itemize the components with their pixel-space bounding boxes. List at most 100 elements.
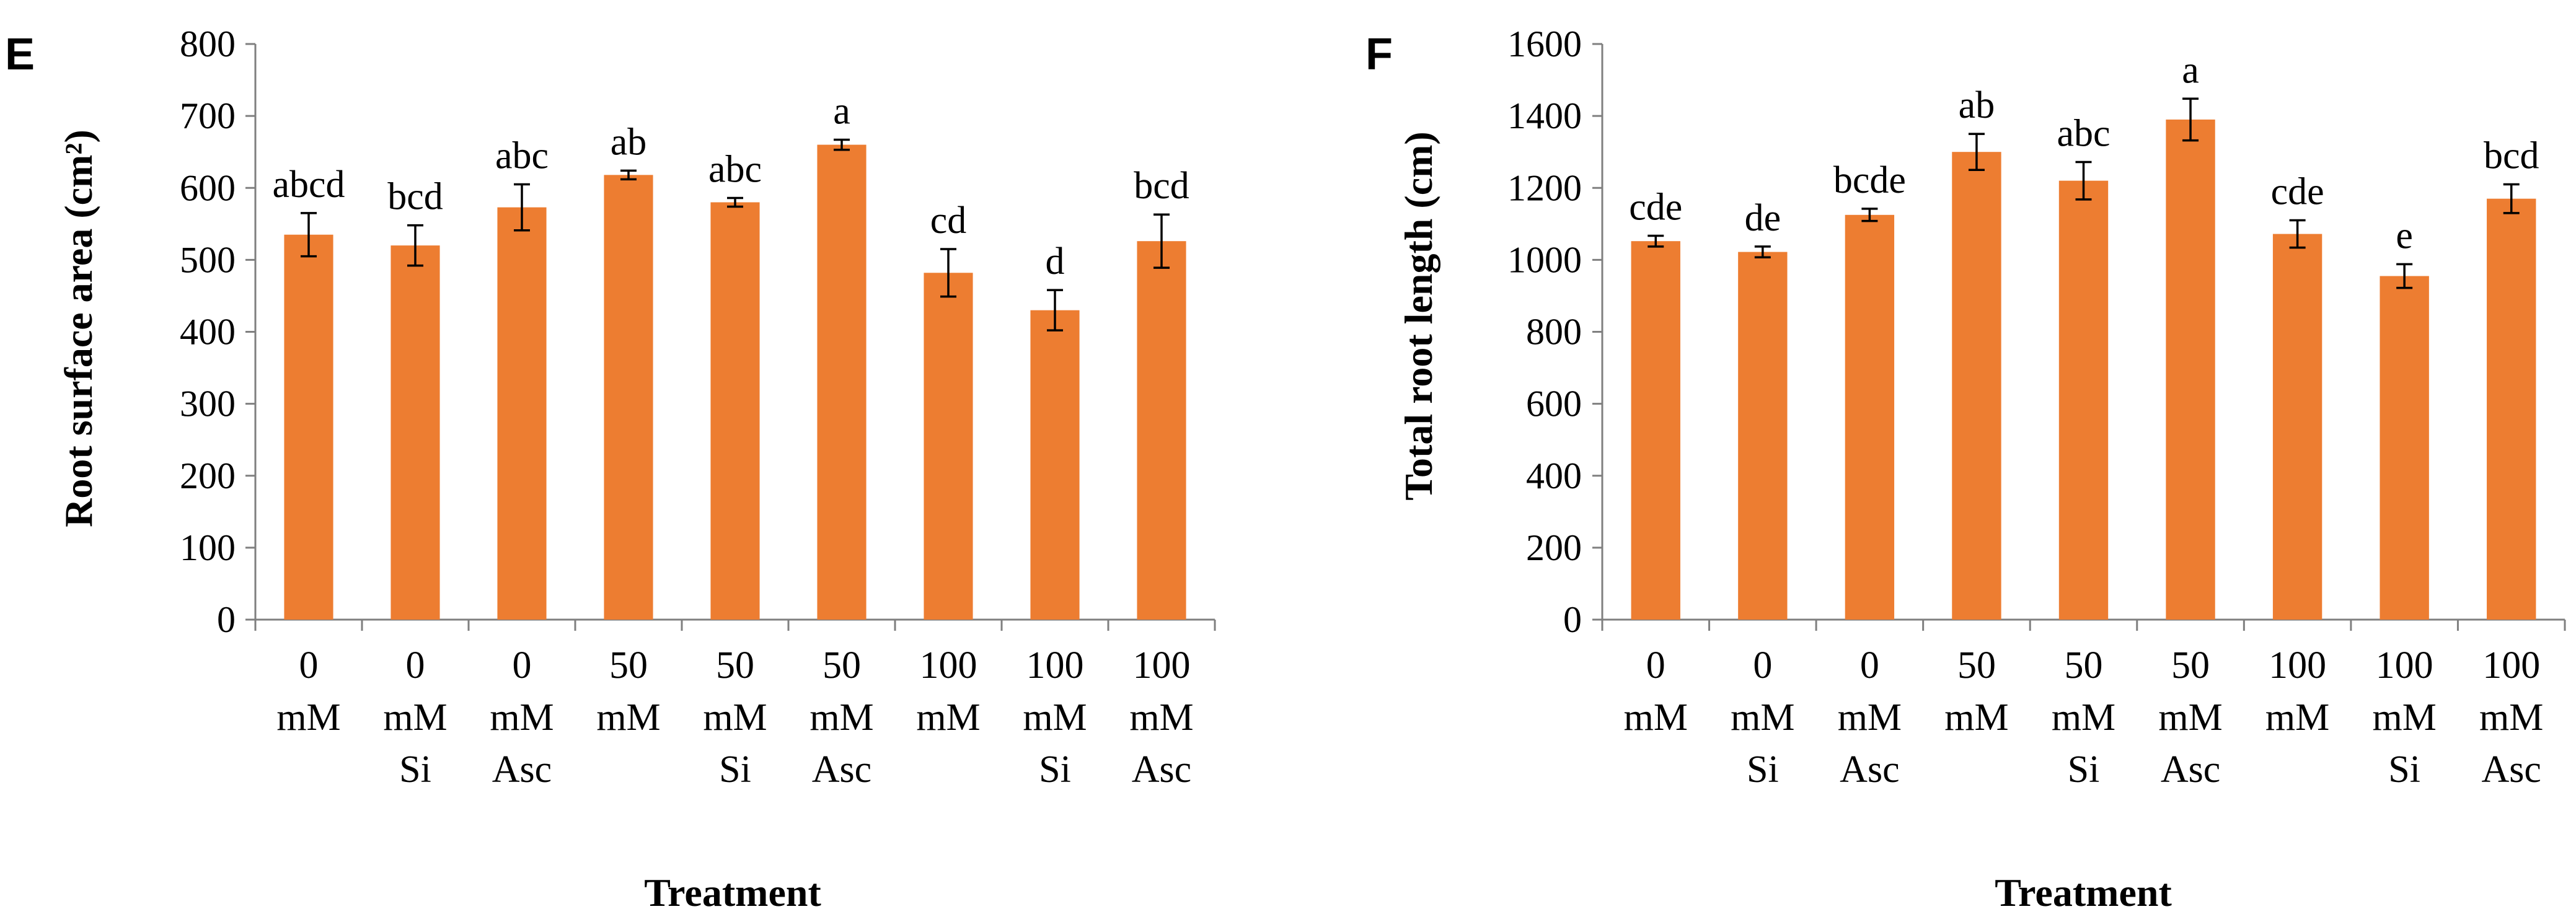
- panel-f-y-tick-label: 1600: [1507, 24, 1582, 64]
- panel-e-category-label-line: 100: [1026, 644, 1084, 687]
- panel-e-bar: [924, 273, 973, 620]
- panel-f-significance-letter: abc: [2057, 112, 2110, 154]
- panel-e-category-label-line: 0: [299, 644, 319, 687]
- panel-e-significance-letter: ab: [611, 121, 647, 163]
- panel-e-category-label-line: mM: [916, 696, 980, 739]
- panel-f-category-label: 100 mM Si: [2372, 644, 2436, 791]
- panel-e-category-label-line: Asc: [812, 749, 871, 791]
- panel-f-category-label-line: Si: [2388, 749, 2420, 791]
- panel-e-x-axis-title: Treatment: [644, 871, 821, 915]
- panel-f-category-label: 50 mM Asc: [2158, 644, 2222, 791]
- panel-f-category-label: 0 mM Asc: [1838, 644, 1902, 791]
- panel-e-category-label-line: mM: [383, 696, 447, 739]
- panel-e-category-label: 100 mM Asc: [1129, 644, 1193, 791]
- panel-e-category-label-line: mM: [1023, 696, 1087, 739]
- panel-f-y-tick-label: 1400: [1507, 95, 1582, 136]
- panel-e-significance-letter: d: [1046, 240, 1065, 283]
- panel-f-category-label-line: mM: [2265, 696, 2329, 739]
- panel-f-significance-letter: cde: [2271, 171, 2324, 213]
- panel-e-category-label-line: Asc: [1132, 749, 1191, 791]
- panel-e-category-label-line: 50: [823, 644, 861, 687]
- panel-e-category-label: 50 mM: [596, 644, 660, 739]
- panel-e-category-label-line: 0: [513, 644, 532, 687]
- panel-f-category-label-line: mM: [1838, 696, 1902, 739]
- panel-f-category-label-line: 100: [2482, 644, 2540, 687]
- panel-e-category-label-line: mM: [276, 696, 340, 739]
- panel-e-category-label-line: mM: [809, 696, 873, 739]
- panel-f-category-label-line: Si: [1747, 749, 1779, 791]
- panel-e-y-axis-title: Root surface area (cm²): [56, 130, 100, 527]
- panel-f-bar: [2272, 234, 2322, 620]
- panel-f-category-label-line: 0: [1860, 644, 1879, 687]
- panel-f-category-label-line: mM: [1731, 696, 1794, 739]
- panel-e-category-label-line: 50: [609, 644, 648, 687]
- panel-e-significance-letter: abcd: [272, 164, 345, 206]
- panel-e-bar: [604, 175, 653, 620]
- panel-f-category-label-line: mM: [2052, 696, 2115, 739]
- panel-f-significance-letter: a: [2182, 49, 2199, 91]
- panel-e: E Root surface area (cm²) Treatment 0 100…: [5, 24, 1216, 915]
- panel-e-category-label-line: mM: [490, 696, 554, 739]
- panel-f-bar: [2487, 198, 2536, 620]
- panel-e-bar: [1137, 241, 1186, 620]
- panel-e-category-label-line: 100: [920, 644, 977, 687]
- panel-e-bar: [497, 207, 547, 620]
- panel-f-category-label-line: 50: [1957, 644, 1996, 687]
- panel-f-significance-letter: de: [1745, 197, 1781, 239]
- panel-e-y-tick-label: 200: [180, 455, 236, 496]
- panel-e-y-tick-label: 600: [180, 167, 236, 208]
- panel-e-significance-letter: bcd: [387, 176, 443, 218]
- panel-e-bar: [710, 202, 760, 620]
- panel-e-category-label-line: 50: [716, 644, 754, 687]
- panel-f-category-label-line: 50: [2171, 644, 2210, 687]
- panel-f-category-label-line: mM: [2158, 696, 2222, 739]
- panel-e-bar: [817, 144, 867, 620]
- panel-e-significance-letter: cd: [930, 200, 967, 242]
- panel-f-category-label: 100 mM Asc: [2479, 644, 2543, 791]
- panel-f-y-tick-label: 1000: [1507, 239, 1582, 280]
- panel-f-category-label-line: mM: [1944, 696, 2008, 739]
- panel-f-category-label-line: mM: [1624, 696, 1688, 739]
- panel-e-significance-letter: a: [833, 90, 850, 132]
- panel-f-y-tick-label: 0: [1563, 599, 1582, 640]
- panel-e-category-label: 100 mM Si: [1023, 644, 1087, 791]
- panel-e-y-tick-label: 0: [217, 599, 236, 640]
- panel-f-category-label-line: Asc: [2482, 749, 2541, 791]
- panel-f-category-label-line: Asc: [2161, 749, 2220, 791]
- panel-e-category-label-line: mM: [596, 696, 660, 739]
- panel-f-bar: [1952, 152, 2001, 620]
- panel-e-significance-letter: bcd: [1134, 165, 1189, 207]
- panel-f-y-tick-label: 600: [1526, 384, 1582, 424]
- panel-f-significance-letter: cde: [1629, 186, 1682, 228]
- panel-f-category-label-line: mM: [2479, 696, 2543, 739]
- panel-e-category-label: 0 mM Si: [383, 644, 447, 791]
- panel-f-significance-letter: e: [2396, 214, 2413, 257]
- panel-e-category-label: 100 mM: [916, 644, 980, 739]
- panel-f-category-label: 0 mM Si: [1731, 644, 1794, 791]
- panel-f-letter: F: [1365, 30, 1393, 79]
- panel-f-y-axis-title: Total root length (cm): [1396, 131, 1440, 501]
- panel-e-category-label-line: Si: [1039, 749, 1071, 791]
- panel-e-y-tick-label: 100: [180, 527, 236, 568]
- panel-f-bar: [1845, 214, 1895, 620]
- panel-f-category-label-line: 50: [2065, 644, 2103, 687]
- panel-e-category-label: 0 mM: [276, 644, 340, 739]
- panel-e-category-label-line: Asc: [492, 749, 552, 791]
- panel-f-category-label-line: mM: [2372, 696, 2436, 739]
- panel-f-bar: [1631, 241, 1680, 620]
- panel-e-category-label-line: mM: [1129, 696, 1193, 739]
- panel-e-significance-letter: abc: [708, 149, 762, 191]
- panel-f-bar: [2058, 180, 2109, 620]
- panel-f-category-label-line: 0: [1753, 644, 1772, 687]
- panel-e-bar: [1030, 310, 1080, 620]
- panel-e-bar: [390, 245, 440, 620]
- panel-f-y-tick-label: 800: [1526, 312, 1582, 353]
- panel-e-category-label-line: mM: [703, 696, 767, 739]
- panel-e-category-label: 0 mM Asc: [490, 644, 554, 791]
- panel-f-category-label: 50 mM: [1944, 644, 2008, 739]
- panel-e-y-tick-label: 400: [180, 312, 236, 353]
- panel-f-y-tick-label: 1200: [1507, 167, 1582, 208]
- panel-f-significance-letter: bcd: [2484, 134, 2539, 177]
